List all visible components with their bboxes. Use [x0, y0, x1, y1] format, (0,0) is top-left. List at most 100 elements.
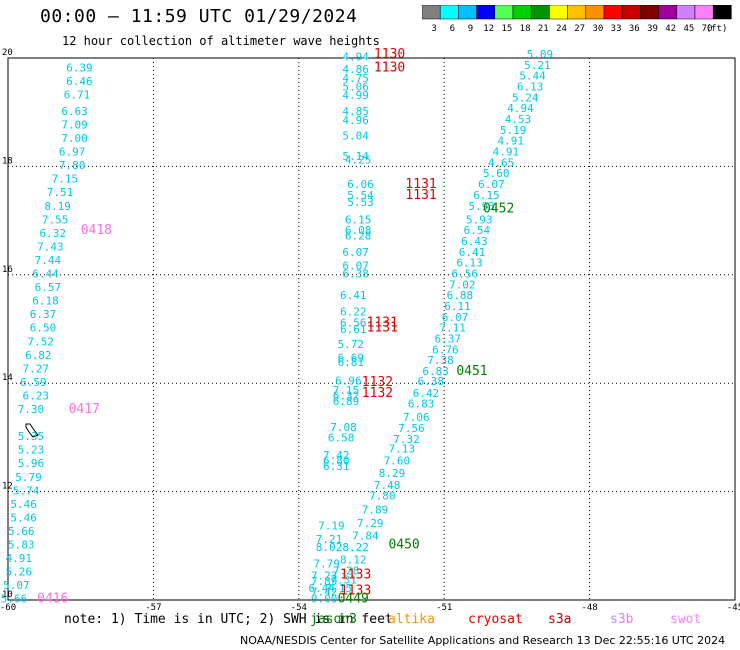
wave-height-value: 5.21	[524, 59, 551, 72]
wave-height-value: 6.07	[342, 259, 369, 272]
wave-height-value: 6.07	[342, 246, 369, 259]
wave-height-value: 6.61	[340, 323, 367, 336]
wave-height-value: 4.65	[488, 156, 515, 169]
pass-time-label: 0418	[81, 223, 112, 238]
wave-height-value: 7.32	[393, 433, 420, 446]
wave-height-value: 7.55	[42, 213, 69, 226]
pass-time-label: 1131	[367, 315, 398, 330]
wave-height-value: 7.48	[374, 479, 401, 492]
wave-height-value: 5.53	[347, 196, 374, 209]
pass-time-label: 0451	[456, 364, 487, 379]
wave-height-value: 5.54	[347, 189, 374, 202]
wave-height-value: 4.75	[342, 72, 369, 85]
wave-height-value: 4.53	[505, 113, 532, 126]
wave-height-value: 4.94	[507, 102, 534, 115]
wave-height-value: 4.25	[345, 154, 372, 167]
wave-height-value: 6.39	[66, 62, 93, 75]
pass-time-label: 1133	[340, 567, 371, 582]
wave-height-value: 6.63	[61, 105, 88, 118]
lon-tick-label: -51	[436, 603, 452, 613]
mission-label: swot	[670, 612, 702, 627]
wave-height-value: 7.15	[325, 582, 352, 595]
wave-height-value: 6.31	[323, 460, 350, 473]
wave-height-value: 7.38	[427, 354, 454, 367]
wave-height-value: 4.91	[498, 135, 524, 148]
wave-height-value: 6.44	[32, 268, 59, 281]
scale-label: 9	[468, 24, 473, 34]
wave-height-value: 6.11	[444, 300, 471, 313]
wave-height-value: 5.44	[519, 70, 546, 83]
wave-height-value: 6.89	[333, 395, 360, 408]
wave-height-value: 5.09	[527, 48, 554, 61]
wave-height-value: 6.58	[328, 432, 355, 445]
wave-height-value: 5.24	[512, 91, 539, 104]
lat-tick-label: 14	[2, 373, 13, 383]
wave-height-value: 7.51	[47, 186, 73, 199]
wave-height-value: 7.15	[52, 173, 78, 186]
wave-height-value: 7.89	[362, 503, 389, 516]
scale-label: 42	[665, 24, 676, 34]
wave-height-value: 5.96	[18, 457, 45, 470]
wave-height-value: 6.82	[25, 349, 52, 362]
wave-height-value: 5.06	[342, 81, 369, 94]
wave-height-value: 6.13	[456, 257, 483, 270]
wave-height-value: 6.46	[66, 75, 93, 88]
lat-tick-label: 16	[2, 265, 13, 275]
wave-height-value: 7.28	[333, 565, 360, 578]
wave-height-value: 8.29	[379, 467, 406, 480]
pass-time-label: 1132	[362, 375, 393, 390]
wave-height-value: 9.00	[311, 593, 338, 606]
wave-height-value: 7.21	[316, 533, 343, 546]
wave-height-value: 7.00	[61, 132, 88, 145]
wave-height-value: 7.60	[384, 455, 411, 468]
wave-height-value: 6.54	[464, 224, 491, 237]
wave-height-value: 5.93	[468, 200, 495, 213]
wave-height-value: 4.94	[342, 51, 369, 64]
island-outline	[25, 423, 39, 438]
wave-height-value: 5.83	[8, 539, 35, 552]
wave-height-value: 6.88	[447, 289, 474, 302]
wave-height-value: 5.72	[338, 338, 365, 351]
wave-height-value: 6.76	[432, 343, 459, 356]
wave-height-value: 7.15	[333, 384, 360, 397]
wave-height-value: 6.32	[333, 389, 360, 402]
wave-height-value: 7.23	[311, 569, 338, 582]
wave-height-value: 6.23	[23, 389, 50, 402]
lat-tick-label: 20	[2, 48, 13, 58]
wave-height-value: 6.08	[345, 224, 372, 237]
wave-height-value: 8.12	[340, 554, 367, 567]
scale-label: 39	[647, 24, 658, 34]
pass-time-label: 1131	[405, 177, 436, 192]
scale-label: 3	[431, 24, 436, 34]
scale-label: 27	[574, 24, 585, 34]
wave-height-value: 4.96	[342, 114, 369, 127]
wave-height-value: 6.57	[35, 281, 62, 294]
scale-swatch	[712, 5, 732, 20]
wave-height-value: 4.85	[342, 105, 369, 118]
scale-label: 45	[683, 24, 694, 34]
wave-height-value: 5.26	[6, 566, 33, 579]
wave-height-value: 6.32	[40, 227, 67, 240]
wave-height-value: 5.66	[1, 593, 28, 606]
credit-line: NOAA/NESDIS Center for Satellite Applica…	[240, 634, 726, 647]
wave-height-value: 8.02	[316, 541, 343, 554]
wave-height-value: 7.29	[357, 517, 384, 530]
page-subtitle: 12 hour collection of altimeter wave hei…	[62, 34, 380, 48]
scale-label: 30	[592, 24, 603, 34]
wave-height-value: 5.60	[483, 167, 510, 180]
wave-height-value: 7.19	[318, 520, 345, 533]
mission-label: altika	[388, 612, 435, 627]
wave-height-value: 7.79	[313, 557, 340, 570]
wave-height-value: 6.28	[345, 230, 372, 243]
wave-height-value: 6.80	[323, 455, 350, 468]
wave-height-value: 6.22	[340, 305, 367, 318]
wave-height-value: 5.04	[342, 129, 369, 142]
wave-height-value: 8.22	[342, 541, 369, 554]
wave-height-value: 6.38	[342, 268, 369, 281]
pass-time-label: 0417	[69, 402, 100, 417]
wave-height-value: 6.38	[418, 375, 445, 388]
wave-height-value: 6.81	[338, 356, 365, 369]
wave-height-value: 6.41	[340, 289, 367, 302]
wave-height-value: 6.41	[459, 246, 486, 259]
pass-time-label: 0450	[388, 538, 419, 553]
